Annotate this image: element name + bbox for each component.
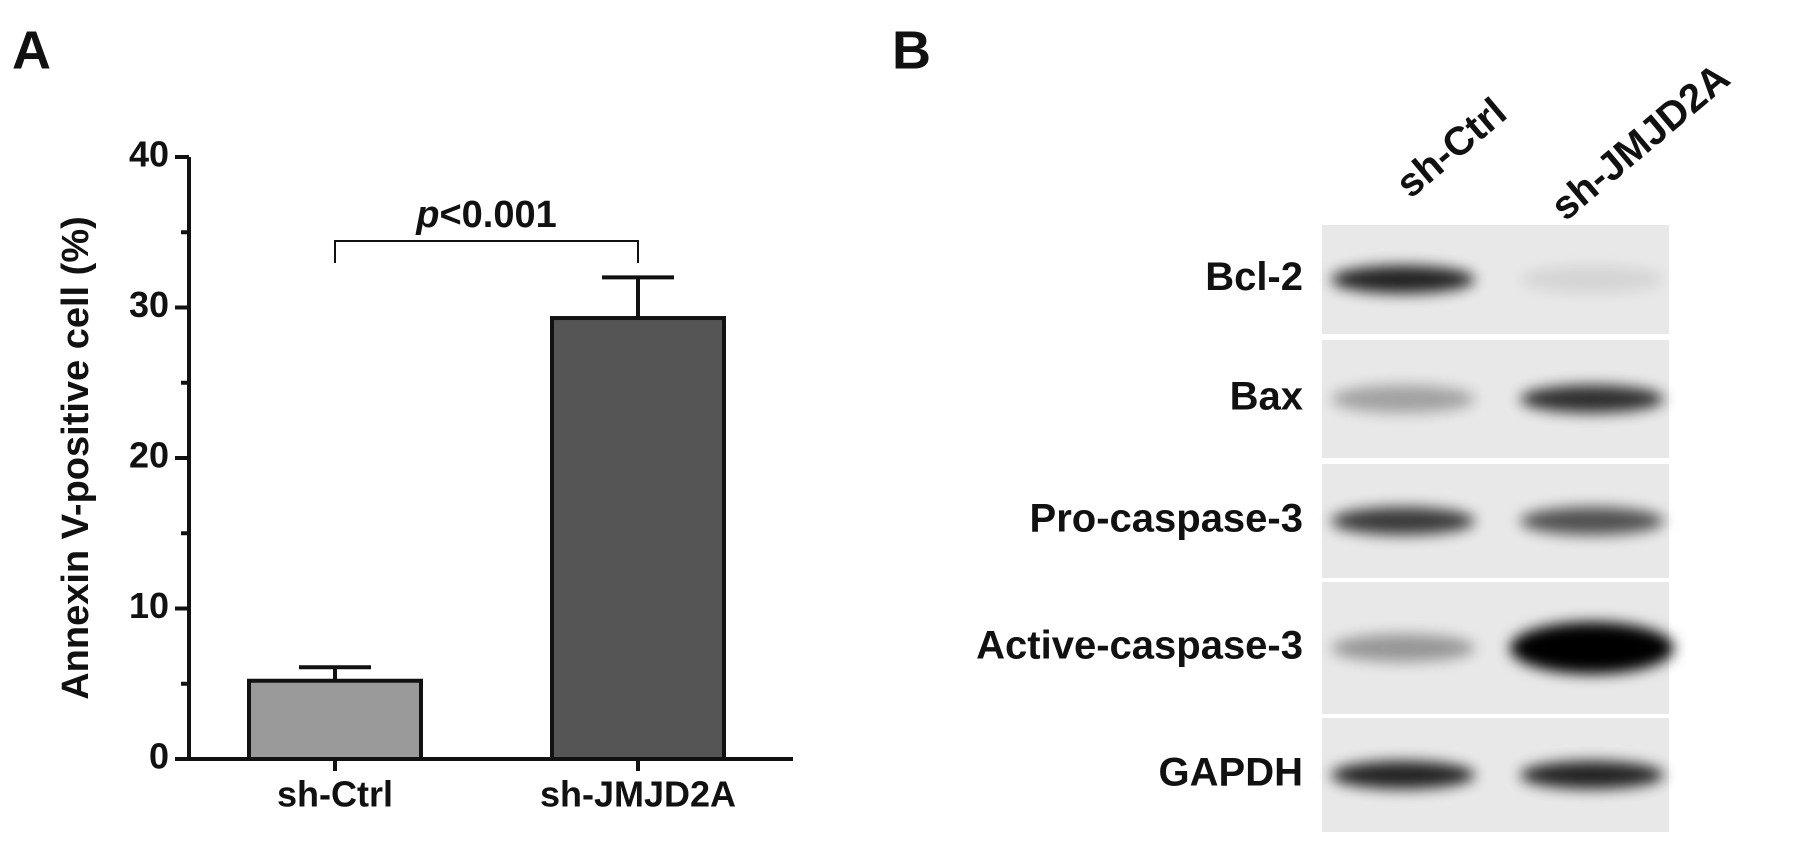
panel-label: A bbox=[12, 20, 51, 80]
x-tick-label: sh-Ctrl bbox=[277, 774, 393, 815]
significance-bracket bbox=[334, 240, 639, 263]
blot-band bbox=[1520, 507, 1664, 535]
lane-label: sh-JMJD2A bbox=[1543, 55, 1738, 229]
y-tick-label: 30 bbox=[129, 284, 169, 325]
bar-chart: 0 10 20 30 40 sh-Ctrl sh-JMJD2A p<0.001 bbox=[129, 134, 793, 815]
y-tick-label: 20 bbox=[129, 435, 169, 476]
blot-band bbox=[1510, 622, 1674, 674]
y-tick-label: 0 bbox=[149, 736, 169, 777]
blot-band bbox=[1520, 761, 1664, 789]
y-axis-title: Annexin V-positive cell (%) bbox=[55, 216, 97, 700]
row-label: Bax bbox=[1230, 375, 1303, 419]
panel-label: B bbox=[892, 20, 931, 80]
blot-band bbox=[1331, 385, 1475, 413]
annotation: p<0.001 bbox=[415, 194, 557, 236]
lane-label: sh-Ctrl bbox=[1388, 90, 1515, 207]
blot-band bbox=[1520, 385, 1664, 413]
annotation-text: <0.001 bbox=[439, 194, 556, 236]
western-blot: sh-Ctrl sh-JMJD2A Bcl-2 Bax Pro-caspase-3 Act… bbox=[976, 55, 1738, 832]
row-label: Pro-caspase-3 bbox=[1030, 497, 1303, 541]
annotation-italic: p bbox=[415, 194, 439, 236]
blot-band bbox=[1331, 634, 1475, 662]
row-label: Bcl-2 bbox=[1205, 255, 1303, 299]
y-tick-label: 10 bbox=[129, 585, 169, 626]
blot-band bbox=[1331, 265, 1475, 294]
bar bbox=[550, 316, 726, 761]
blot-band bbox=[1520, 265, 1664, 294]
row-label: Active-caspase-3 bbox=[976, 624, 1303, 668]
blot-band bbox=[1331, 761, 1475, 789]
row-label: GAPDH bbox=[1159, 751, 1303, 795]
y-tick-label: 40 bbox=[129, 134, 169, 175]
blot-band bbox=[1331, 507, 1475, 535]
bar bbox=[247, 678, 423, 761]
x-tick-label: sh-JMJD2A bbox=[540, 774, 736, 815]
